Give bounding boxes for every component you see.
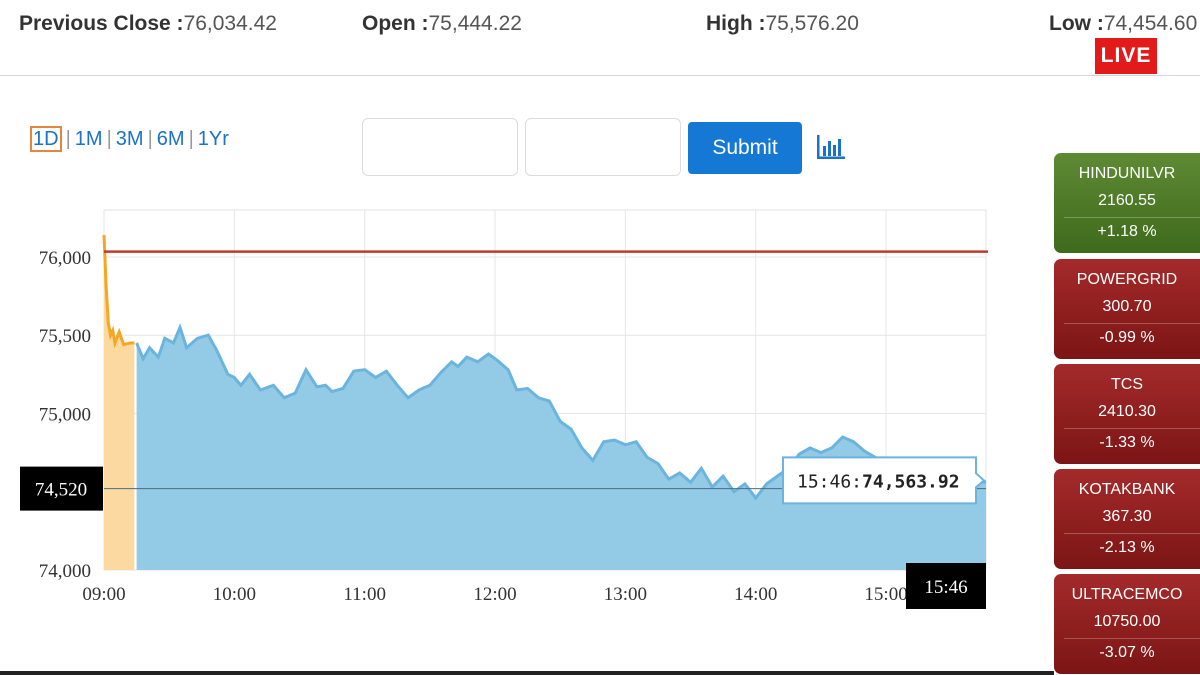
to-date-input[interactable] [525,118,681,176]
tooltip-text: 15:46:74,563.92 [797,471,960,492]
stock-card-hindunilvr[interactable]: HINDUNILVR 2160.55 +1.18 % [1054,153,1200,253]
high-stat: High :75,576.20 [706,12,859,36]
live-badge: LIVE [1095,38,1157,74]
open-value: 75,444.22 [428,12,522,35]
price-line [135,323,987,501]
crosshair-y-label: 74,520 [20,466,103,511]
high-label: High : [706,12,766,35]
range-separator: | [147,128,153,150]
range-separator: | [65,128,71,150]
bottom-edge [0,671,1054,675]
stock-price: 300.70 [1102,298,1152,315]
crosshair-x-label: 15:46 [906,563,986,609]
x-tick-label: 15:00 [864,584,907,605]
y-tick-label: 76,000 [39,248,91,269]
submit-button[interactable]: Submit [688,122,802,174]
range-separator: | [188,128,194,150]
pre-open-area [104,235,135,570]
low-label: Low : [1049,12,1104,35]
stock-name: POWERGRID [1076,271,1178,288]
open-label: Open : [362,12,429,35]
stock-change: -3.07 % [1099,644,1155,661]
low-stat: Low :74,454.60 [1049,12,1197,36]
previous-close-value: 76,034.42 [183,12,277,35]
y-tick-label: 74,000 [39,561,91,582]
stock-name: ULTRACEMCO [1071,586,1183,603]
range-separator: | [106,128,112,150]
crosshair-x-label-text: 15:46 [924,577,967,598]
previous-close-label: Previous Close : [19,12,184,35]
stock-card-kotakbank[interactable]: KOTAKBANK 367.30 -2.13 % [1054,469,1200,569]
y-tick-label: 75,000 [39,404,91,425]
stock-change: +1.18 % [1097,223,1157,240]
crosshair-y-label-box [20,466,103,511]
stock-card-ultracemco[interactable]: ULTRACEMCO 10750.00 -3.07 % [1054,574,1200,674]
tooltip-value: 74,563.92 [862,471,960,492]
y-tick-label: 75,500 [39,326,91,347]
stock-price: 2410.30 [1098,403,1156,420]
open-stat: Open :75,444.22 [362,12,522,36]
high-value: 75,576.20 [765,12,859,35]
card-divider [1064,533,1200,534]
range-3m[interactable]: 3M [115,128,144,150]
stock-price: 10750.00 [1093,613,1161,630]
x-tick-label: 13:00 [604,584,647,605]
stock-change: -1.33 % [1099,434,1155,451]
previous-close-stat: Previous Close :76,034.42 [19,12,277,36]
low-value: 74,454.60 [1103,12,1198,35]
card-divider [1064,428,1200,429]
price-area [136,327,987,570]
crosshair-x-label-box [906,563,986,609]
tooltip-box [782,456,986,505]
crosshair-y-label-text: 74,520 [35,480,87,501]
range-1d[interactable]: 1D [30,126,62,152]
stock-name: TCS [1111,376,1143,393]
card-divider [1064,217,1200,218]
stock-name: HINDUNILVR [1078,165,1176,182]
pre-open-line [102,234,135,349]
stock-change: -2.13 % [1099,539,1155,556]
stock-card-powergrid[interactable]: POWERGRID 300.70 -0.99 % [1054,259,1200,359]
x-tick-label: 10:00 [213,584,256,605]
x-tick-label: 12:00 [473,584,516,605]
x-tick-label: 09:00 [82,584,125,605]
bar-chart-icon[interactable] [815,133,847,161]
x-axis-ticks: 09:00 10:00 11:00 12:00 13:00 14:00 15:00 [82,584,907,605]
card-divider [1064,638,1200,639]
range-1yr[interactable]: 1Yr [197,128,229,150]
range-selector: 1D | 1M | 3M | 6M | 1Yr [30,126,229,152]
stock-name: KOTAKBANK [1078,481,1176,498]
stock-price: 367.30 [1102,508,1152,525]
stock-change: -0.99 % [1099,329,1155,346]
card-divider [1064,323,1200,324]
price-tooltip: 15:46:74,563.92 [782,456,986,505]
range-1m[interactable]: 1M [74,128,103,150]
tooltip-time: 15:46: [797,471,862,492]
quote-summary-bar: Previous Close :76,034.42 Open :75,444.2… [0,0,1200,76]
range-6m[interactable]: 6M [156,128,185,150]
y-axis-ticks: 74,000 75,000 75,500 76,000 [39,248,91,582]
stock-card-tcs[interactable]: TCS 2410.30 -1.33 % [1054,364,1200,464]
x-tick-label: 11:00 [343,584,386,605]
x-tick-label: 14:00 [734,584,777,605]
stock-price: 2160.55 [1098,192,1156,209]
from-date-input[interactable] [362,118,518,176]
index-chart[interactable]: 74,000 75,000 75,500 76,000 09:00 10:00 11:00… [0,195,1000,615]
